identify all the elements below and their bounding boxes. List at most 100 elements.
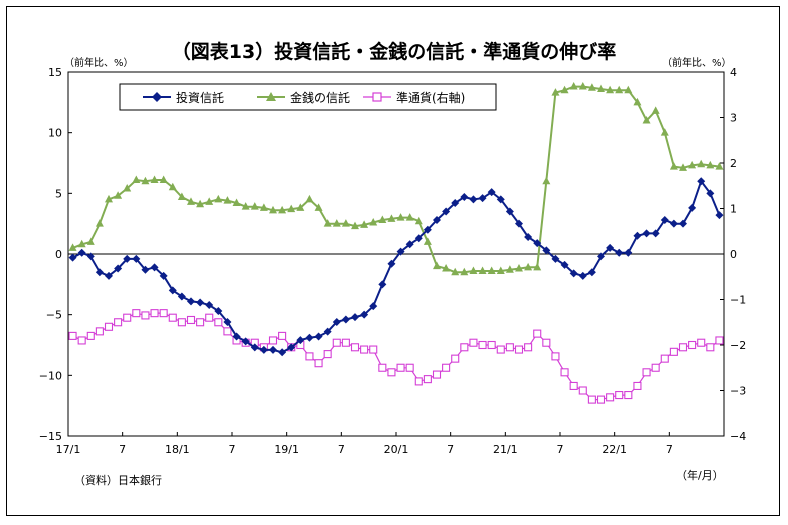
data-point (432, 370, 442, 379)
data-point (414, 216, 423, 225)
data-point (660, 128, 669, 136)
data-point (114, 318, 123, 327)
data-point (150, 309, 159, 318)
data-point (569, 381, 578, 391)
data-point (597, 252, 605, 261)
data-point (187, 197, 195, 205)
data-point (214, 318, 223, 327)
left-axis-unit: （前年比、%） (64, 56, 134, 69)
data-point (214, 307, 223, 316)
data-point (587, 83, 596, 91)
series-quasi-money (68, 309, 724, 404)
data-point (114, 191, 123, 199)
data-point (77, 239, 86, 248)
data-point (396, 213, 405, 221)
data-point (560, 368, 569, 377)
data-point (442, 207, 451, 216)
data-point (132, 175, 141, 183)
legend-marker-quasi-money (372, 92, 382, 102)
x-tick-label: 21/1 (493, 443, 518, 456)
data-point (205, 300, 214, 309)
data-point (496, 266, 505, 274)
source-note: （資料）日本銀行 (74, 473, 162, 487)
data-point (305, 352, 314, 361)
x-tick-label: 7 (119, 443, 126, 456)
data-point (651, 363, 660, 372)
data-point (533, 239, 542, 248)
right-tick-label: −3 (730, 385, 746, 398)
x-tick-label: 7 (557, 443, 564, 456)
data-point (150, 175, 159, 183)
data-point (578, 82, 587, 90)
data-point (560, 260, 569, 269)
data-point (305, 333, 314, 342)
right-tick-label: 3 (730, 112, 737, 125)
data-point (378, 215, 387, 224)
data-point (578, 271, 587, 280)
right-tick-label: −2 (730, 339, 746, 352)
data-point (560, 85, 569, 94)
data-point (95, 219, 104, 227)
data-point (423, 375, 432, 384)
data-point (697, 177, 706, 186)
data-point (278, 205, 287, 214)
data-point (396, 247, 405, 256)
data-point (250, 343, 259, 352)
data-point (123, 313, 132, 322)
x-tick-label: 7 (338, 443, 345, 456)
data-point (369, 302, 378, 311)
data-point (332, 338, 341, 347)
data-point (86, 252, 95, 261)
left-tick-label: −10 (39, 369, 62, 382)
data-point (360, 345, 369, 354)
data-point (524, 233, 533, 242)
data-point (669, 219, 678, 228)
data-point (478, 266, 487, 274)
right-axis-unit: （前年比、%） (662, 56, 732, 69)
data-point (305, 194, 314, 203)
legend-marker-money-trust (266, 92, 276, 101)
data-point (669, 347, 678, 356)
data-point (405, 213, 414, 221)
data-point (569, 269, 578, 278)
data-point (478, 340, 487, 350)
data-point (141, 311, 150, 320)
data-point (296, 203, 305, 211)
series-line (72, 179, 721, 354)
data-point (578, 386, 587, 395)
data-point (469, 195, 478, 204)
data-point (633, 381, 642, 391)
x-tick-label: 17/1 (56, 443, 81, 456)
data-point (615, 248, 624, 257)
data-point (332, 317, 341, 326)
data-point (351, 221, 359, 230)
left-tick-label: −5 (46, 309, 62, 322)
data-point (496, 195, 505, 204)
data-point (697, 338, 706, 347)
data-point (177, 192, 186, 200)
right-tick-label: 0 (730, 248, 737, 261)
data-point (542, 176, 551, 185)
data-point (351, 313, 359, 322)
data-point (688, 340, 697, 350)
data-point (159, 175, 168, 183)
data-point (378, 363, 387, 372)
data-point (514, 345, 524, 354)
data-point (223, 317, 232, 326)
data-point (551, 88, 560, 96)
data-point (123, 254, 132, 263)
data-point (505, 207, 514, 216)
data-point (542, 246, 551, 255)
data-point (223, 196, 232, 204)
data-point (141, 176, 150, 185)
legend-label-money-trust: 金銭の信託 (290, 90, 350, 105)
series-investment-trust (68, 177, 724, 357)
x-tick-label: 19/1 (274, 443, 299, 456)
data-point (205, 313, 214, 322)
x-tick-label: 7 (229, 443, 236, 456)
data-point (715, 211, 724, 220)
data-point (451, 354, 460, 363)
data-point (86, 237, 95, 245)
data-point (551, 352, 560, 361)
